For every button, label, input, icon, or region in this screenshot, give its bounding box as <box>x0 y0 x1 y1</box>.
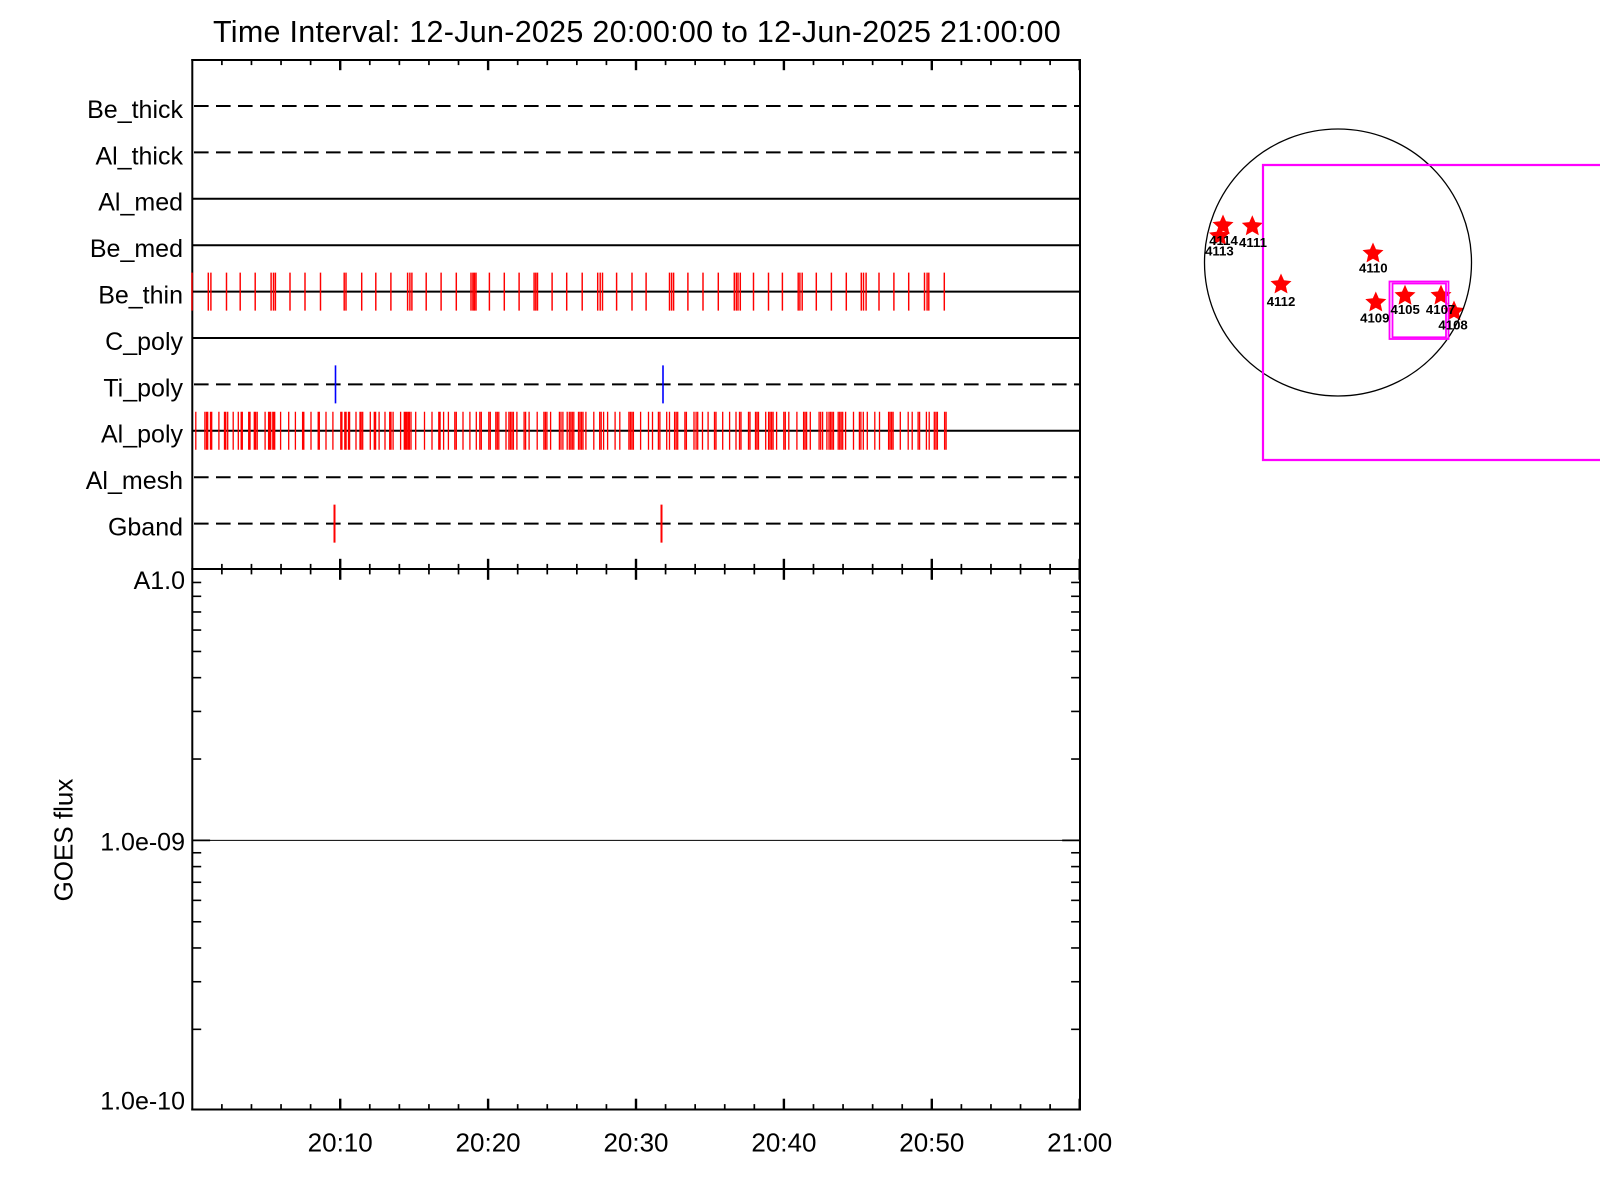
svg-text:1.0e-09: 1.0e-09 <box>100 829 185 857</box>
svg-text:4114: 4114 <box>1209 233 1238 248</box>
svg-text:C_poly: C_poly <box>105 328 183 356</box>
svg-text:4109: 4109 <box>1360 311 1389 326</box>
svg-text:1.0e-10: 1.0e-10 <box>100 1088 185 1116</box>
svg-text:4113: 4113 <box>1205 244 1234 259</box>
svg-text:Time Interval: 12-Jun-2025 20:: Time Interval: 12-Jun-2025 20:00:00 to 1… <box>213 15 1061 49</box>
svg-text:21:00: 21:00 <box>1047 1128 1112 1158</box>
svg-text:A1.0: A1.0 <box>134 567 185 595</box>
svg-text:20:50: 20:50 <box>899 1128 964 1158</box>
svg-text:20:20: 20:20 <box>456 1128 521 1158</box>
svg-text:4105: 4105 <box>1391 302 1420 317</box>
svg-text:4108: 4108 <box>1438 318 1467 333</box>
svg-text:Be_med: Be_med <box>90 235 183 263</box>
svg-text:Ti_poly: Ti_poly <box>103 374 183 402</box>
svg-text:4107: 4107 <box>1426 302 1455 317</box>
svg-text:GOES flux: GOES flux <box>49 779 79 902</box>
svg-text:Al_med: Al_med <box>98 189 183 217</box>
svg-text:4110: 4110 <box>1359 260 1388 275</box>
svg-text:Al_mesh: Al_mesh <box>86 467 183 495</box>
svg-text:20:40: 20:40 <box>751 1128 816 1158</box>
svg-text:4112: 4112 <box>1267 294 1296 309</box>
svg-text:Al_thick: Al_thick <box>95 142 183 170</box>
svg-text:Gband: Gband <box>108 514 183 542</box>
svg-text:20:30: 20:30 <box>603 1128 668 1158</box>
svg-text:20:10: 20:10 <box>308 1128 373 1158</box>
svg-text:Be_thick: Be_thick <box>87 96 183 124</box>
svg-text:Al_poly: Al_poly <box>101 421 183 449</box>
svg-text:Be_thin: Be_thin <box>98 282 183 310</box>
svg-text:4111: 4111 <box>1239 235 1267 250</box>
